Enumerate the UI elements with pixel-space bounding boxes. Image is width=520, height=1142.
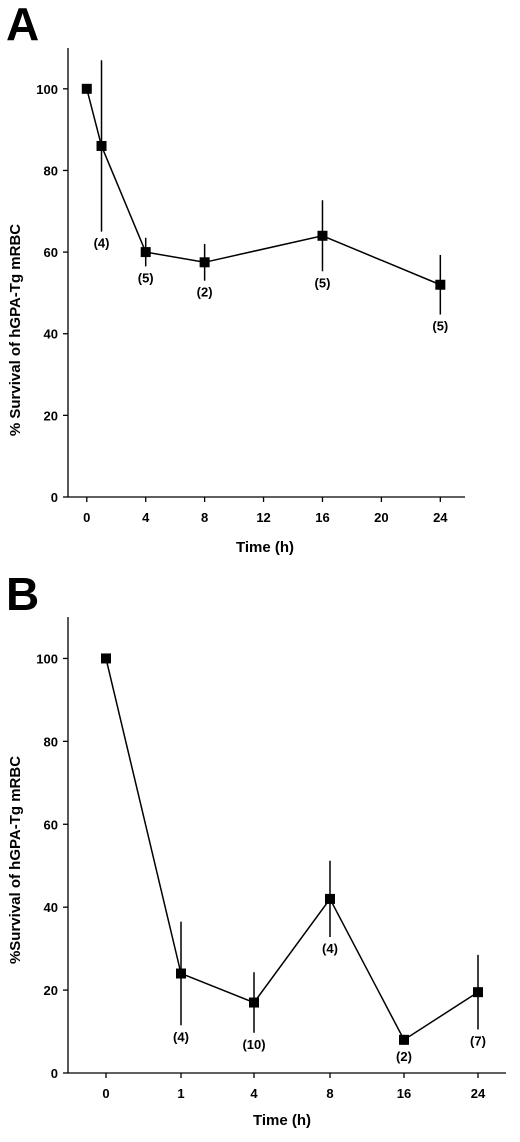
panel-b-data-point bbox=[325, 893, 335, 904]
panel-b-y-tick-label: 0 bbox=[51, 1066, 58, 1081]
panel-b-data-point bbox=[176, 968, 186, 979]
panel-b-n-label: (10) bbox=[242, 1037, 265, 1052]
panel-b-series-line bbox=[105, 658, 479, 1041]
panel-a-n-label: (5) bbox=[432, 319, 448, 334]
panel-a-y-axis-title: % Survival of hGPA-Tg mRBC bbox=[7, 224, 24, 436]
panel-a-series: (4) (5) (2) (5) (5) bbox=[81, 60, 448, 334]
panel-b-data-point bbox=[399, 1034, 409, 1045]
panel-b-x-tick-label: 0 bbox=[102, 1086, 109, 1101]
panel-a-y-tick-label: 20 bbox=[44, 408, 58, 423]
panel-a-data-point bbox=[199, 257, 210, 268]
panel-b-data-point bbox=[249, 997, 259, 1008]
panel-b-data-point bbox=[473, 987, 483, 998]
panel-a-x-tick-label: 8 bbox=[201, 510, 208, 525]
panel-a-data-point bbox=[96, 140, 107, 151]
panel-b-x-tick-label: 24 bbox=[471, 1086, 486, 1101]
panel-b-x-tick-label: 8 bbox=[326, 1086, 333, 1101]
panel-b-n-label: (4) bbox=[322, 941, 338, 956]
panel-b-n-label: (2) bbox=[396, 1049, 412, 1064]
panel-b-y-tick-label: 40 bbox=[44, 900, 58, 915]
panel-b-chart: B 0 20 40 60 80 100 0 1 4 8 16 24 (4) (10) (4) (2) (7)… bbox=[6, 568, 506, 1129]
panel-a-x-tick-label: 0 bbox=[83, 510, 90, 525]
panel-b-y-axis-title: %Survival of hGPA-Tg mRBC bbox=[7, 756, 24, 964]
panel-a-n-label: (2) bbox=[197, 285, 213, 300]
panel-a-series-line bbox=[86, 88, 441, 286]
panel-b-x-ticks: 0 1 4 8 16 24 bbox=[102, 1073, 486, 1101]
panel-b-x-tick-label: 16 bbox=[397, 1086, 411, 1101]
panel-b-data-point bbox=[101, 653, 111, 664]
panel-a-y-tick-label: 60 bbox=[44, 245, 58, 260]
panel-a-n-label: (5) bbox=[138, 270, 154, 285]
panel-b-y-tick-label: 60 bbox=[44, 817, 58, 832]
panel-b-x-tick-label: 1 bbox=[177, 1086, 184, 1101]
panel-a-y-ticks: 0 20 40 60 80 100 bbox=[36, 82, 68, 505]
panel-b-y-tick-label: 20 bbox=[44, 983, 58, 998]
panel-a-x-tick-label: 12 bbox=[256, 510, 270, 525]
panel-a-y-tick-label: 40 bbox=[44, 327, 58, 342]
panel-a-y-tick-label: 80 bbox=[44, 163, 58, 178]
panel-a-y-tick-label: 100 bbox=[36, 82, 58, 97]
panel-b-y-tick-label: 80 bbox=[44, 734, 58, 749]
panel-b-letter: B bbox=[6, 568, 39, 620]
panel-a-x-tick-label: 20 bbox=[374, 510, 388, 525]
panel-a-x-tick-label: 16 bbox=[315, 510, 329, 525]
panel-b-y-ticks: 0 20 40 60 80 100 bbox=[36, 651, 68, 1081]
panel-b-y-tick-label: 100 bbox=[36, 651, 58, 666]
panel-b-x-axis-title: Time (h) bbox=[253, 1112, 311, 1129]
panel-a-n-label: (5) bbox=[315, 275, 331, 290]
panel-b-series: (4) (10) (4) (2) (7) bbox=[101, 653, 486, 1064]
panel-a-data-point bbox=[140, 247, 151, 258]
panel-b-x-tick-label: 4 bbox=[250, 1086, 258, 1101]
panel-a-data-point bbox=[81, 83, 92, 94]
panel-b-n-label: (4) bbox=[173, 1029, 189, 1044]
panel-a-letter: A bbox=[6, 0, 39, 50]
panel-a-n-label: (4) bbox=[94, 236, 110, 251]
panel-a-x-tick-label: 4 bbox=[142, 510, 150, 525]
panel-a-x-ticks: 0 4 8 12 16 20 24 bbox=[83, 497, 448, 525]
panel-a-data-point bbox=[435, 279, 446, 290]
panel-a-data-point bbox=[317, 230, 328, 241]
panel-b-n-label: (7) bbox=[470, 1033, 486, 1048]
panel-a-x-axis-title: Time (h) bbox=[236, 539, 294, 556]
panel-a-y-tick-label: 0 bbox=[51, 490, 58, 505]
panel-a-x-tick-label: 24 bbox=[433, 510, 448, 525]
